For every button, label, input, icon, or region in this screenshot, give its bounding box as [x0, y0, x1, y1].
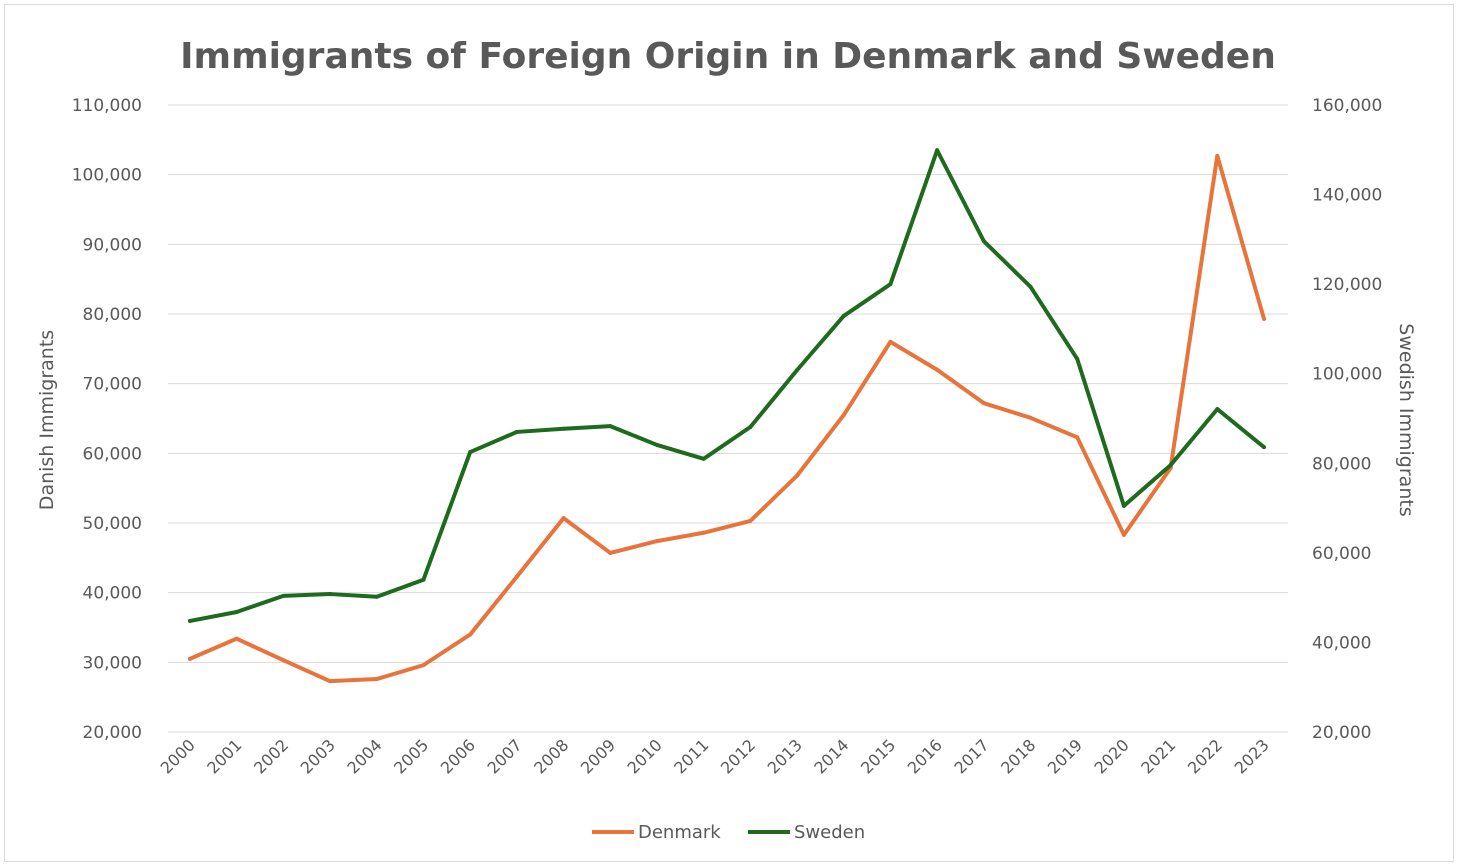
data-point-sweden: [608, 424, 613, 429]
y-tick-label: 60,000: [83, 444, 142, 464]
data-point-denmark: [188, 656, 192, 661]
legend-label-sweden: Sweden: [794, 822, 865, 843]
data-point-sweden: [561, 426, 566, 431]
x-tick-label: 2000: [157, 735, 199, 777]
y-tick-label: 30,000: [83, 653, 142, 673]
y-tick-label: 80,000: [83, 305, 142, 325]
y-tick-label: 40,000: [83, 584, 142, 604]
data-point-denmark: [795, 473, 800, 478]
data-point-denmark: [421, 663, 426, 668]
data-point-sweden: [981, 239, 986, 244]
series-line-denmark: [188, 153, 1266, 684]
data-point-sweden: [795, 368, 800, 373]
data-point-sweden: [421, 577, 426, 582]
x-tick-label: 2019: [1044, 735, 1086, 777]
data-point-denmark: [701, 530, 706, 535]
chart-frame: [4, 4, 1454, 862]
x-tick-label: 2005: [390, 735, 432, 777]
x-tick-label: 2002: [250, 735, 292, 777]
x-tick-label: 2010: [624, 735, 666, 777]
data-point-sweden: [1121, 503, 1126, 508]
data-point-denmark: [1028, 415, 1033, 420]
x-tick-label: 2020: [1091, 735, 1133, 777]
x-tick-label: 2016: [904, 735, 946, 777]
data-point-sweden: [188, 618, 192, 623]
data-point-sweden: [514, 429, 519, 434]
data-point-sweden: [888, 282, 893, 287]
data-point-sweden: [935, 148, 940, 153]
x-tick-label: 2017: [950, 735, 992, 777]
y2-axis-label: Swedish Immigrants: [1395, 323, 1417, 516]
y2-tick-label: 80,000: [1312, 454, 1371, 474]
x-tick-label: 2015: [857, 735, 899, 777]
data-point-denmark: [1075, 435, 1080, 440]
y-tick-label: 100,000: [72, 166, 142, 186]
y-tick-label: 50,000: [83, 514, 142, 534]
y-tick-label: 90,000: [83, 235, 142, 255]
data-point-denmark: [1121, 532, 1126, 537]
data-point-sweden: [748, 425, 753, 430]
data-point-sweden: [1215, 407, 1220, 412]
x-tick-label: 2003: [297, 735, 339, 777]
data-point-denmark: [841, 413, 846, 418]
y2-tick-label: 100,000: [1312, 365, 1382, 385]
x-tick-label: 2009: [577, 735, 619, 777]
data-point-denmark: [374, 677, 379, 682]
y-axis-label: Danish Immigrants: [36, 330, 58, 510]
x-tick-label: 2022: [1184, 735, 1226, 777]
data-point-sweden: [281, 593, 286, 598]
data-point-sweden: [1028, 284, 1033, 289]
y-tick-label: 110,000: [72, 96, 142, 116]
chart-title: Immigrants of Foreign Origin in Denmark …: [180, 36, 1276, 77]
x-tick-label: 2006: [437, 735, 479, 777]
data-point-denmark: [654, 539, 659, 544]
x-tick-label: 2014: [810, 735, 852, 777]
y2-tick-label: 120,000: [1312, 275, 1382, 295]
data-point-sweden: [328, 592, 333, 597]
y2-tick-label: 40,000: [1312, 633, 1371, 653]
x-tick-label: 2004: [343, 735, 385, 777]
x-tick-label: 2018: [997, 735, 1039, 777]
y2-tick-label: 140,000: [1312, 186, 1382, 206]
data-point-denmark: [888, 339, 893, 344]
data-point-denmark: [234, 636, 239, 641]
data-point-denmark: [561, 516, 566, 521]
data-point-denmark: [608, 550, 613, 555]
y2-tick-label: 160,000: [1312, 96, 1382, 116]
data-point-denmark: [981, 401, 986, 406]
data-point-sweden: [374, 594, 379, 599]
legend-label-denmark: Denmark: [638, 822, 721, 843]
series-line-sweden: [188, 148, 1266, 623]
data-point-denmark: [1215, 153, 1220, 158]
x-tick-label: 2007: [483, 735, 525, 777]
data-point-denmark: [748, 518, 753, 523]
x-tick-label: 2013: [764, 735, 806, 777]
data-point-denmark: [1262, 316, 1266, 321]
data-point-denmark: [281, 658, 286, 663]
data-point-denmark: [468, 632, 473, 637]
y-tick-label: 20,000: [83, 723, 142, 743]
x-tick-label: 2001: [203, 735, 245, 777]
y2-tick-label: 20,000: [1312, 723, 1371, 743]
legend: Denmark Sweden: [592, 822, 865, 843]
data-point-sweden: [1262, 445, 1266, 450]
data-point-denmark: [328, 679, 333, 684]
x-tick-label: 2023: [1231, 735, 1273, 777]
data-point-sweden: [234, 609, 239, 614]
data-point-sweden: [841, 313, 846, 318]
x-tick-label: 2011: [670, 735, 712, 777]
data-point-sweden: [1075, 356, 1080, 361]
y2-tick-label: 60,000: [1312, 544, 1371, 564]
data-point-denmark: [935, 367, 940, 372]
y-tick-label: 70,000: [83, 375, 142, 395]
data-point-sweden: [654, 442, 659, 447]
x-tick-label: 2021: [1137, 735, 1179, 777]
x-tick-label: 2012: [717, 735, 759, 777]
x-tick-label: 2008: [530, 735, 572, 777]
data-point-sweden: [701, 456, 706, 461]
data-point-denmark: [514, 574, 519, 579]
data-point-sweden: [468, 450, 473, 455]
data-point-sweden: [1168, 463, 1173, 468]
